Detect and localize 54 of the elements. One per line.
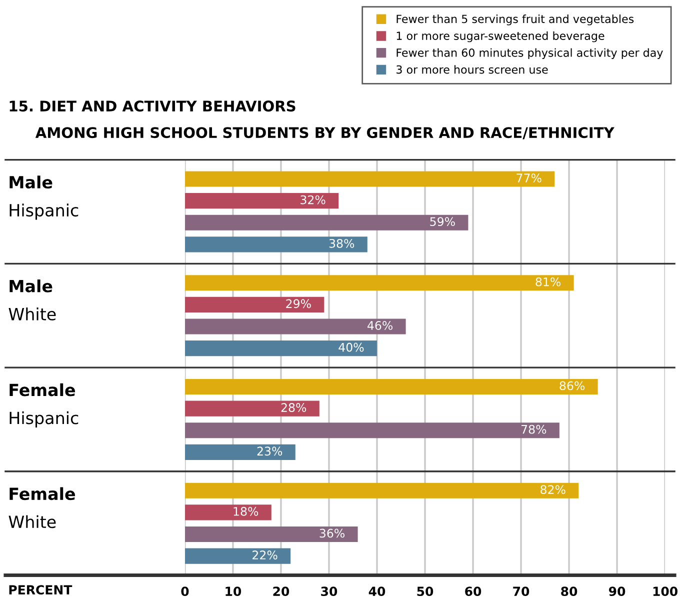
bar	[184, 296, 324, 312]
y-tick-label: Female Hispanic	[10, 383, 78, 428]
bar	[184, 504, 272, 520]
data-label: 86%	[560, 381, 585, 390]
data-label: 77%	[516, 174, 542, 182]
y-tick-label: Female White	[8, 487, 76, 528]
data-label: 18%	[234, 506, 258, 516]
bar	[184, 340, 377, 356]
x-tick-label: 60	[465, 586, 482, 596]
data-label: 22%	[252, 550, 278, 560]
bar	[184, 275, 574, 291]
x-axis-title: PERCENT	[9, 585, 72, 595]
bar	[184, 444, 296, 460]
y-tick-label: Male Hispanic	[10, 176, 78, 220]
data-label: 81%	[536, 277, 561, 286]
bar	[184, 214, 468, 230]
x-tick-label: 70	[513, 586, 530, 596]
x-tick-label: 80	[561, 586, 578, 596]
legend-label: 1 or more sugar-sweetened beverage	[396, 31, 604, 42]
x-tick-label: 10	[226, 586, 242, 596]
data-label: 36%	[320, 528, 344, 538]
data-label: 38%	[329, 238, 354, 248]
legend-label: Fewer than 60 minutes physical activity per day	[396, 48, 663, 60]
data-label: 32%	[300, 195, 326, 204]
y-tick-label: Male White	[8, 279, 56, 320]
chart-title: 15. DIET AND ACTIVITY BEHAVIORS	[10, 100, 296, 112]
x-tick-label: 30	[321, 586, 338, 596]
bar	[184, 400, 320, 416]
x-tick-label: 100	[653, 586, 678, 596]
legend-label: 3 or more hours screen use	[396, 65, 548, 74]
data-label: 82%	[540, 485, 566, 494]
bar	[184, 193, 339, 209]
x-tick-label: 90	[608, 586, 626, 596]
data-label: 28%	[281, 403, 306, 412]
x-tick-label: 40	[368, 586, 386, 596]
data-label: 59%	[430, 217, 455, 226]
data-label: 23%	[257, 446, 282, 456]
bar	[184, 236, 368, 252]
data-label: 29%	[286, 299, 311, 308]
x-tick-label: 20	[273, 586, 290, 596]
data-label: 46%	[367, 320, 392, 330]
bar	[184, 482, 579, 498]
x-tick-label: 0	[181, 586, 189, 596]
bar	[184, 318, 406, 334]
bar	[184, 378, 598, 395]
chart-subtitle: AMONG HIGH SCHOOL STUDENTS BY BY GENDER AND RACE/ETHNICITY	[35, 127, 614, 140]
bar	[184, 548, 291, 564]
bar	[184, 422, 560, 438]
legend-label: Fewer than 5 servings fruit and vegetables	[396, 14, 634, 26]
data-label: 40%	[338, 342, 364, 352]
data-label: 78%	[522, 424, 546, 434]
bar	[184, 526, 358, 542]
bar	[184, 171, 555, 187]
x-tick-label: 50	[417, 586, 434, 596]
